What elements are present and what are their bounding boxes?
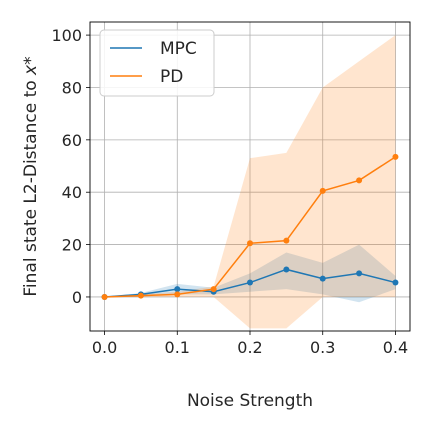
mpc-point [392, 279, 399, 286]
y-axis-label-text: Final state L2-Distance to [21, 75, 41, 297]
y-tick-label: 20 [62, 236, 82, 255]
pd-point [174, 291, 181, 298]
y-tick-label: 100 [51, 26, 82, 45]
y-tick-label: 40 [62, 183, 82, 202]
mpc-point [247, 279, 253, 286]
axis-ticks: 0.0 0.1 0.2 0.3 0.4 0 20 40 60 80 100 [51, 26, 408, 357]
pd-point [283, 237, 290, 244]
x-tick-label: 0.3 [310, 338, 335, 357]
pd-point [101, 293, 108, 300]
y-tick-label: 60 [62, 131, 82, 150]
y-axis-label: Final state L2-Distance to x* [21, 56, 41, 296]
y-axis-label-symbol: x* [21, 56, 41, 76]
series-points [101, 153, 399, 300]
pd-point [247, 240, 253, 247]
x-tick-label: 0.0 [92, 338, 117, 357]
pd-point [210, 286, 217, 293]
x-tick-label: 0.2 [237, 338, 262, 357]
mpc-point [319, 275, 326, 282]
pd-point [392, 153, 399, 160]
mpc-point [283, 266, 290, 273]
mpc-point [174, 286, 181, 293]
y-tick-label: 0 [72, 288, 82, 307]
pd-point [319, 187, 326, 194]
mpc-point [356, 270, 363, 277]
x-axis-label: Noise Strength [187, 391, 313, 411]
pd-band [104, 35, 396, 329]
grid [90, 22, 410, 331]
pd-point [356, 177, 363, 184]
pd-point [137, 292, 144, 299]
legend-pd-label: PD [160, 67, 183, 87]
x-tick-label: 0.4 [383, 338, 408, 357]
y-tick-label: 80 [62, 78, 82, 97]
legend-frame [99, 29, 215, 97]
legend: MPC PD [99, 29, 215, 97]
legend-mpc-label: MPC [160, 39, 197, 59]
x-tick-label: 0.1 [165, 338, 190, 357]
